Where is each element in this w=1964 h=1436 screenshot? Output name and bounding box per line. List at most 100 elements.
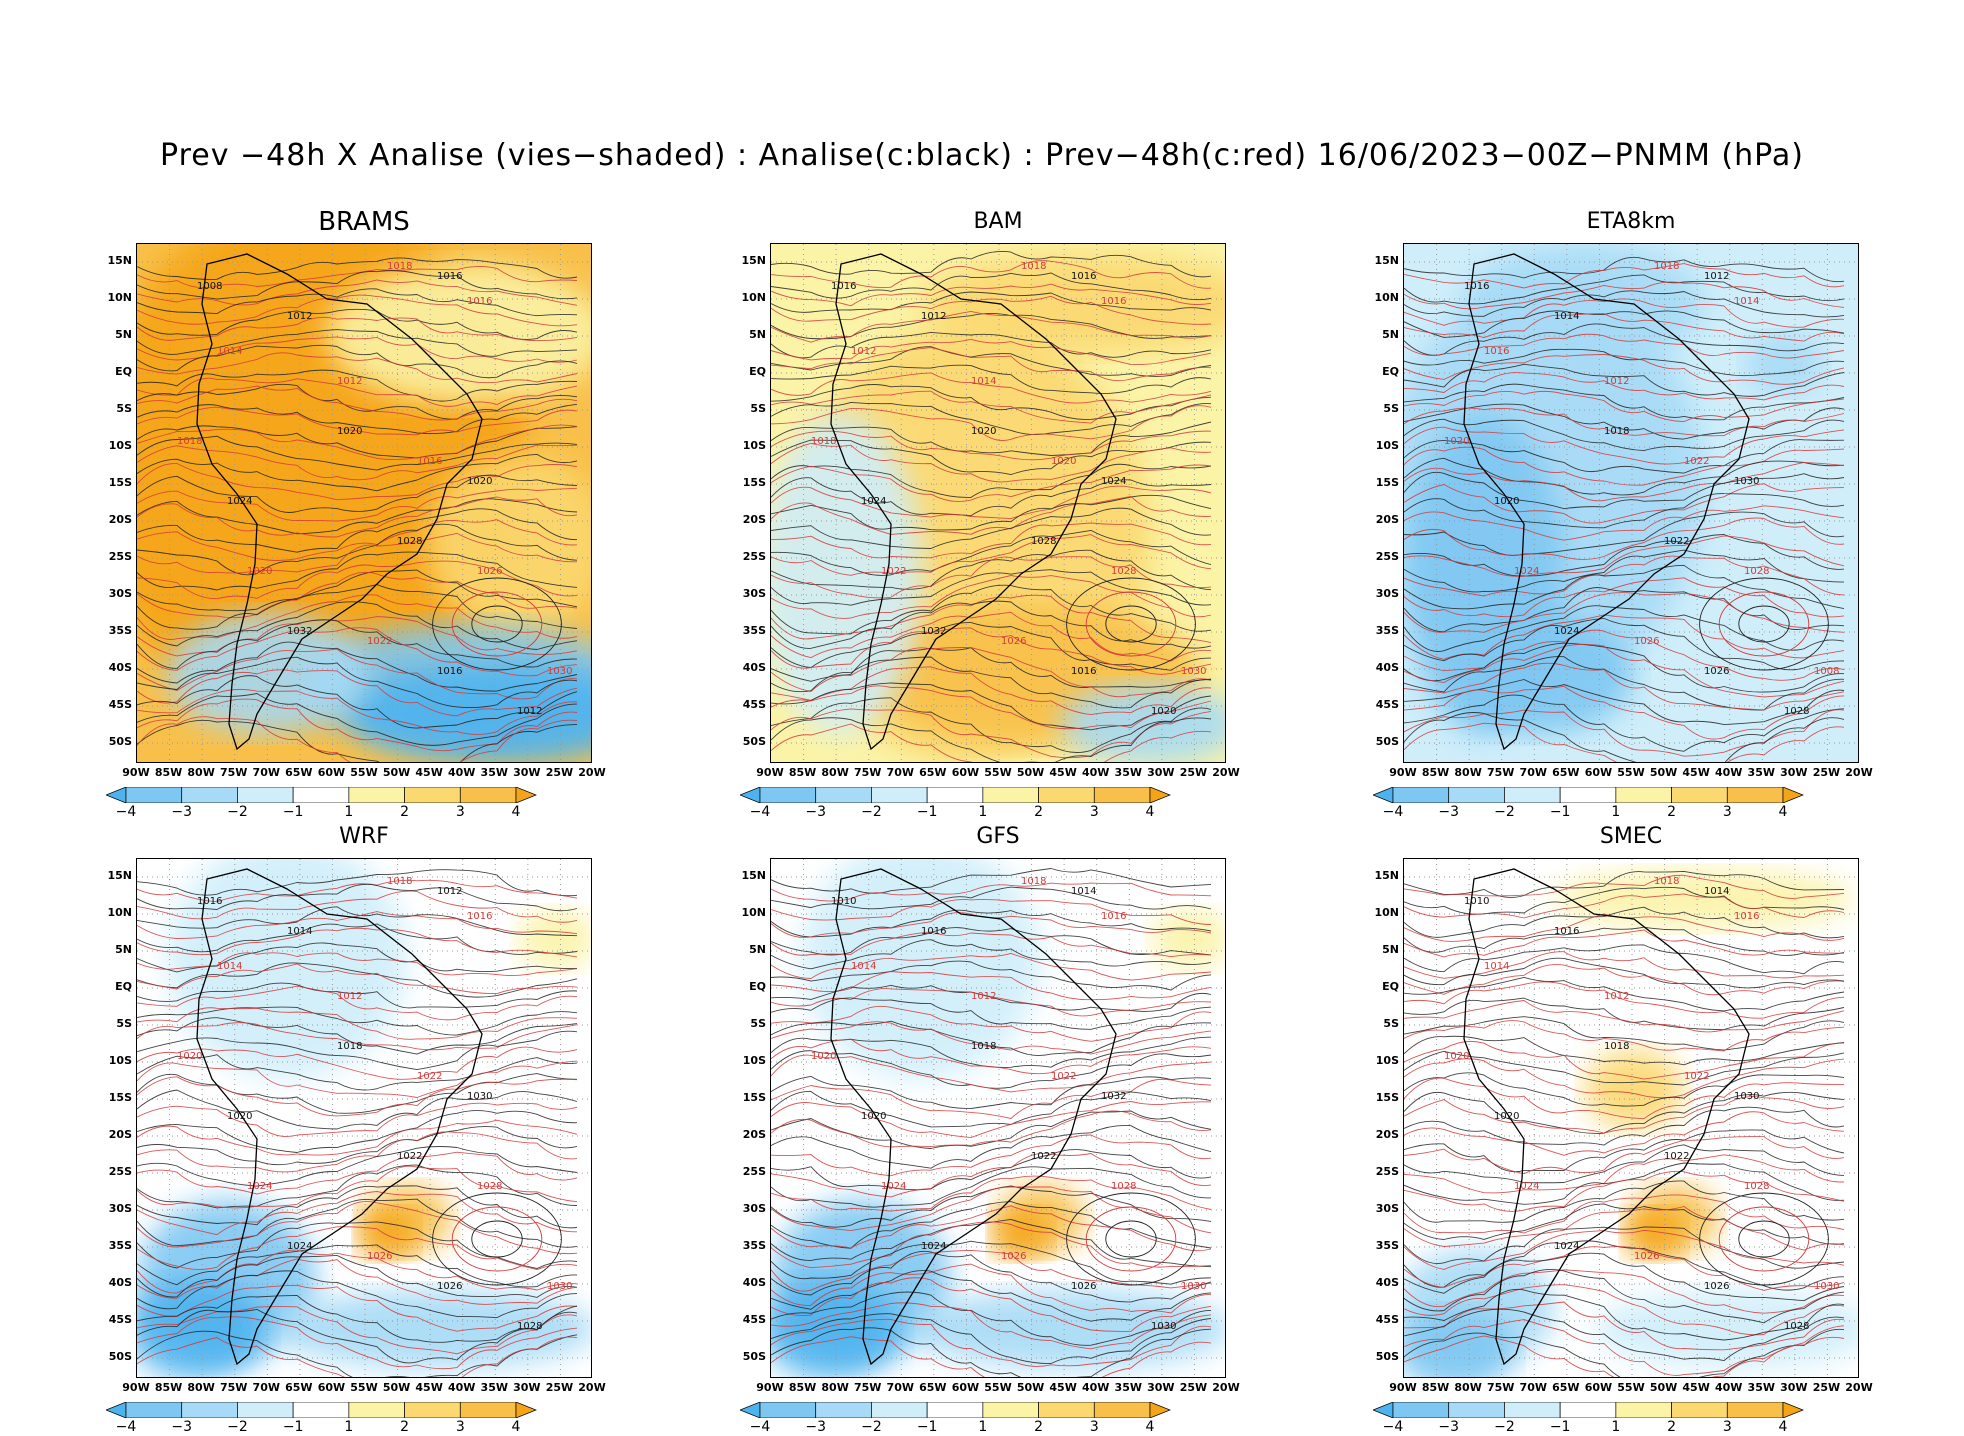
lon-label: 30W (1147, 1381, 1175, 1394)
contour-label-black: 1024 (1554, 626, 1579, 637)
lon-label: 80W (821, 766, 849, 779)
colorbar-segment (292, 786, 350, 804)
colorbar-label: 2 (400, 804, 410, 820)
isobar-analysis (1404, 926, 1845, 956)
isobar-forecast (137, 1046, 578, 1080)
contour-label-red: 1026 (1634, 636, 1659, 647)
contour-label-black: 1020 (1151, 706, 1176, 717)
contour-label-red: 1014 (1484, 961, 1509, 972)
colorbar-segment (1093, 786, 1151, 804)
lon-label: 45W (1682, 1381, 1710, 1394)
contour-label-red: 1018 (1654, 876, 1679, 887)
isobar-analysis (1404, 348, 1845, 377)
isobar-forecast (137, 1316, 578, 1370)
isobar-analysis (1404, 534, 1845, 577)
contour-label-black: 1030 (467, 1091, 492, 1102)
colorbar-arrow-left (1372, 786, 1394, 804)
contour-label-black: 1022 (1664, 1151, 1689, 1162)
lat-label: 15N (107, 869, 132, 882)
isobar-forecast (1404, 685, 1845, 740)
lat-label: 30S (742, 587, 766, 600)
colorbar-segment (181, 1401, 238, 1419)
lon-label: 70W (886, 766, 914, 779)
isobar-high-ring (451, 591, 543, 657)
isobar-forecast (771, 1005, 1212, 1042)
isobar-analysis (137, 1146, 578, 1187)
isobar-analysis (137, 1308, 578, 1364)
colorbar-segment (1671, 1401, 1728, 1419)
colorbar-label: −4 (1382, 804, 1404, 820)
contour-label-black: 1024 (1554, 1241, 1579, 1252)
isobar-forecast (137, 444, 578, 481)
lat-label: 15N (107, 254, 132, 267)
contour-label-black: 1012 (921, 311, 946, 322)
colorbar-segment (1038, 1401, 1095, 1419)
contour-label-red: 1020 (1444, 1051, 1469, 1062)
isobar-analysis (771, 682, 1212, 731)
isobar-analysis (137, 719, 578, 762)
lat-label: 10S (108, 439, 132, 452)
lon-label: 20W (1845, 766, 1873, 779)
lon-label: 40W (447, 1381, 476, 1394)
isobar-analysis (1404, 1072, 1845, 1107)
contour-label-red: 1016 (1101, 296, 1126, 307)
contour-label-red: 1014 (1734, 296, 1759, 307)
bias-region (137, 1279, 267, 1377)
lat-label: 30S (742, 1202, 766, 1215)
isobar-forecast (771, 347, 1212, 382)
colorbar-segment (125, 1401, 183, 1419)
isobar-forecast (771, 495, 1212, 535)
lon-label: 55W (1617, 766, 1645, 779)
isobar-forecast (771, 952, 1212, 981)
colorbar (739, 1401, 1190, 1422)
panel-title-eta8km: ETA8km (1586, 209, 1676, 234)
isobar-analysis (771, 477, 1212, 517)
isobar-forecast (771, 1263, 1212, 1314)
isobar-high-ring (1066, 577, 1196, 671)
colorbar-segment (292, 1401, 350, 1419)
lat-label: 15S (108, 476, 132, 489)
bias-region (771, 414, 921, 734)
isobar-forecast (137, 352, 578, 384)
isobar-analysis (137, 1254, 578, 1298)
lat-label: 45S (108, 698, 132, 711)
isobar-forecast (137, 911, 578, 939)
isobar-analysis (1404, 323, 1845, 356)
isobar-forecast (137, 279, 578, 306)
lon-label: 75W (219, 1381, 248, 1394)
lat-label: 50S (108, 1350, 132, 1363)
colorbar-segment (237, 786, 294, 804)
isobar-analysis (137, 1198, 578, 1248)
isobar-forecast (771, 1038, 1212, 1075)
contour-label-black: 1030 (1734, 1091, 1759, 1102)
lon-label: 20W (578, 1381, 606, 1394)
isobar-analysis (771, 401, 1212, 436)
isobar-high-ring (451, 1206, 543, 1272)
lat-label: 10S (742, 439, 766, 452)
lat-label: 50S (1375, 1350, 1399, 1363)
contour-label-red: 1030 (547, 1281, 572, 1292)
colorbar-label: −2 (861, 1419, 882, 1435)
isobar-forecast (1404, 298, 1845, 328)
contour-label-red: 1018 (811, 436, 836, 447)
contour-label-black: 1012 (437, 886, 462, 897)
isobar-forecast (771, 338, 1212, 366)
contour-label-black: 1018 (337, 1041, 362, 1052)
contour-label-black: 1016 (197, 896, 222, 907)
isobar-analysis (1404, 403, 1845, 440)
lat-label: 45S (742, 1313, 766, 1326)
isobar-analysis (1404, 712, 1845, 762)
contour-label-black: 1028 (397, 536, 422, 547)
isobar-analysis (137, 1054, 578, 1091)
isobar-analysis (771, 331, 1212, 359)
lat-label: 10N (1374, 291, 1399, 304)
isobar-analysis (137, 1294, 578, 1343)
isobar-analysis (771, 984, 1212, 1012)
lat-label: 25S (742, 550, 766, 563)
contour-label-red: 1028 (1744, 566, 1769, 577)
bias-region (911, 1289, 1225, 1369)
isobar-forecast (771, 310, 1212, 343)
colorbar-arrow-right (515, 786, 537, 804)
bias-region (347, 664, 591, 762)
isobar-analysis (137, 329, 578, 357)
